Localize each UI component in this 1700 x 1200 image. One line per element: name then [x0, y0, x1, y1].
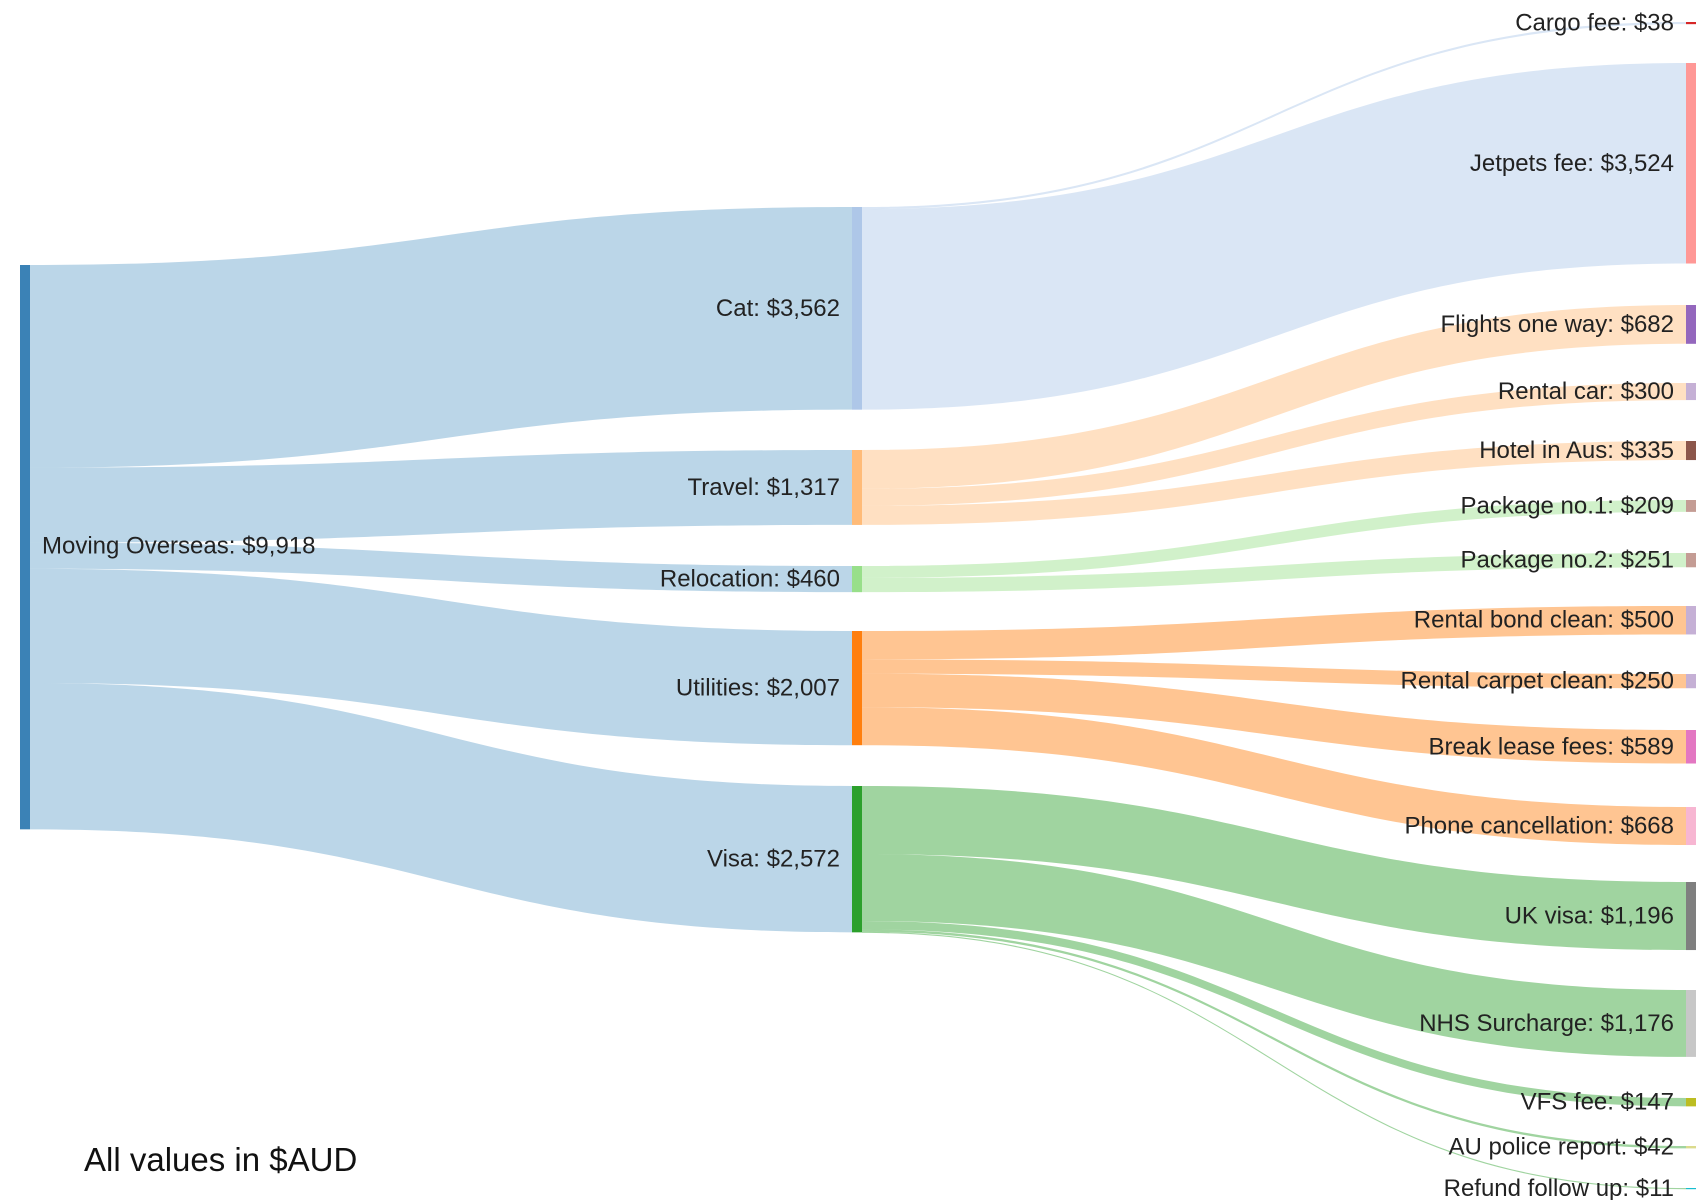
node-bar-jetpets	[1686, 63, 1696, 264]
link-visa-to-police	[862, 929, 1686, 1149]
node-label-phone: Phone cancellation: $668	[1404, 813, 1674, 840]
link-utilities-to-carpet	[862, 659, 1686, 689]
node-bar-cargo	[1686, 22, 1696, 25]
node-label-jetpets: Jetpets fee: $3,524	[1470, 150, 1674, 177]
node-label-police: AU police report: $42	[1449, 1134, 1674, 1161]
node-label-cargo: Cargo fee: $38	[1515, 10, 1674, 37]
node-label-ukvisa: UK visa: $1,196	[1505, 903, 1674, 930]
node-label-bond: Rental bond clean: $500	[1414, 607, 1674, 634]
node-label-relocation: Relocation: $460	[660, 566, 840, 593]
node-label-utilities: Utilities: $2,007	[676, 675, 840, 702]
link-travel-to-rentalcar	[862, 383, 1686, 506]
node-label-rentalcar: Rental car: $300	[1498, 378, 1674, 405]
node-bar-ukvisa	[1686, 882, 1696, 951]
link-moving-to-visa	[30, 682, 852, 933]
node-label-refund: Refund follow up: $11	[1444, 1175, 1674, 1200]
link-moving-to-utilities	[30, 568, 852, 746]
node-bar-pkg1	[1686, 500, 1696, 512]
node-bar-lease	[1686, 730, 1696, 764]
node-bar-rentalcar	[1686, 383, 1696, 401]
node-label-nhs: NHS Surcharge: $1,176	[1419, 1010, 1674, 1037]
node-label-pkg1: Package no.1: $209	[1460, 492, 1674, 519]
link-cat-to-cargo	[862, 22, 1686, 210]
node-bar-hotel	[1686, 441, 1696, 461]
link-travel-to-hotel	[862, 441, 1686, 525]
node-label-hotel: Hotel in Aus: $335	[1479, 437, 1674, 464]
link-relocation-to-pkg1	[862, 500, 1686, 578]
node-bar-nhs	[1686, 990, 1696, 1057]
node-label-flights: Flights one way: $682	[1441, 311, 1674, 338]
node-bar-utilities	[852, 631, 862, 746]
node-bar-bond	[1686, 606, 1696, 635]
link-visa-to-ukvisa	[862, 786, 1686, 951]
node-label-moving: Moving Overseas: $9,918	[42, 533, 315, 560]
link-visa-to-refund	[862, 931, 1686, 1190]
node-bar-travel	[852, 450, 862, 525]
link-utilities-to-phone	[862, 707, 1686, 846]
links-layer	[30, 22, 1686, 1190]
link-utilities-to-lease	[862, 673, 1686, 764]
node-bar-police	[1686, 1146, 1696, 1149]
link-moving-to-relocation	[30, 542, 852, 593]
link-cat-to-jetpets	[862, 63, 1686, 410]
link-relocation-to-pkg2	[862, 553, 1686, 593]
labels-layer: Moving Overseas: $9,918 Cat: $3,562 Travel…	[42, 10, 1674, 1200]
nodes-layer	[20, 22, 1696, 1190]
node-bar-pkg2	[1686, 553, 1696, 568]
node-bar-vfs	[1686, 1098, 1696, 1107]
node-bar-phone	[1686, 807, 1696, 846]
node-label-visa: Visa: $2,572	[707, 846, 840, 873]
link-visa-to-vfs	[862, 920, 1686, 1107]
link-moving-to-travel	[30, 450, 852, 543]
node-label-carpet: Rental carpet clean: $250	[1400, 668, 1674, 695]
node-label-pkg2: Package no.2: $251	[1460, 547, 1674, 574]
currency-note: All values in $AUD	[84, 1141, 358, 1178]
node-bar-relocation	[852, 566, 862, 593]
node-bar-flights	[1686, 305, 1696, 344]
node-label-cat: Cat: $3,562	[716, 295, 840, 322]
node-label-vfs: VFS fee: $147	[1521, 1089, 1674, 1116]
node-bar-visa	[852, 786, 862, 933]
link-travel-to-flights	[862, 305, 1686, 489]
link-moving-to-cat	[30, 207, 852, 468]
node-bar-refund	[1686, 1188, 1696, 1190]
node-bar-moving	[20, 265, 30, 830]
node-bar-carpet	[1686, 674, 1696, 689]
node-bar-cat	[852, 207, 862, 410]
node-label-lease: Break lease fees: $589	[1429, 733, 1675, 760]
link-visa-to-nhs	[862, 854, 1686, 1057]
link-utilities-to-bond	[862, 606, 1686, 660]
node-label-travel: Travel: $1,317	[687, 474, 840, 501]
